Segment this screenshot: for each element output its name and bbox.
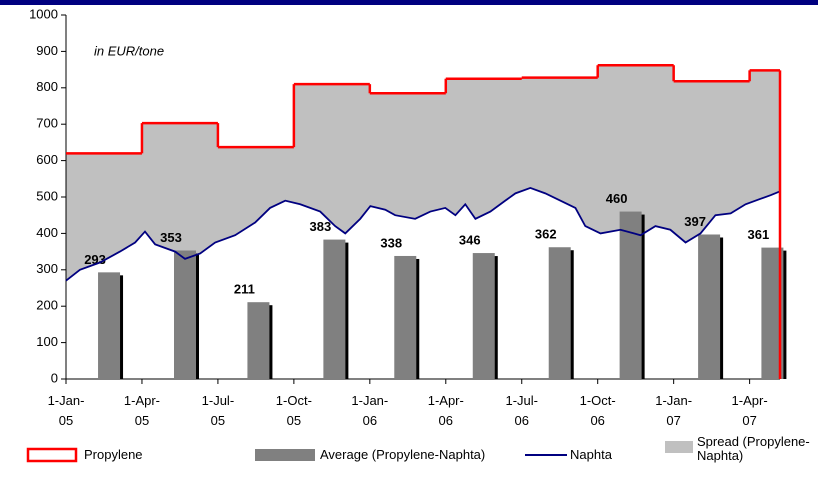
bar-shadow: [493, 256, 498, 379]
bar-value-label: 346: [459, 232, 481, 247]
bar: [98, 272, 121, 379]
bar-shadow: [640, 214, 645, 379]
y-tick-label: 300: [36, 261, 58, 276]
annotation: in EUR/tone: [94, 43, 164, 58]
spread-area: [66, 65, 780, 281]
bar-value-label: 361: [748, 227, 770, 242]
legend-label: Propylene: [84, 447, 143, 462]
legend-label: Average (Propylene-Naphta): [320, 447, 486, 462]
bar-value-label: 338: [380, 235, 402, 250]
y-tick-label: 800: [36, 79, 58, 94]
bar-shadow: [415, 258, 420, 379]
y-tick-label: 200: [36, 298, 58, 313]
y-tick-label: 500: [36, 188, 58, 203]
bar: [174, 250, 196, 379]
bar: [472, 253, 495, 379]
bar-shadow: [569, 250, 574, 379]
bar: [698, 234, 721, 379]
bar: [323, 239, 346, 379]
x-tick-label: 1-Jan-06: [351, 393, 389, 428]
y-tick-label: 400: [36, 225, 58, 240]
bar-shadow: [719, 237, 724, 379]
bar: [761, 247, 784, 379]
naphta-line: [65, 186, 780, 282]
bar-value-label: 362: [535, 227, 557, 242]
bar-shadow: [195, 253, 199, 379]
legend-swatch: [255, 449, 315, 461]
x-tick-label: 1-Jul-05: [201, 393, 235, 428]
bar: [548, 247, 571, 379]
top-bar: [0, 0, 818, 5]
x-tick-label: 1-Oct-06: [579, 393, 616, 428]
x-tick-label: 1-Jan-05: [47, 393, 85, 428]
bar-value-label: 460: [606, 191, 628, 206]
x-tick-label: 1-Jul-06: [505, 393, 538, 428]
x-tick-label: 1-Apr-07: [731, 393, 768, 428]
bar: [394, 255, 417, 379]
y-tick-label: 1000: [29, 6, 58, 21]
bar-value-label: 383: [310, 219, 332, 234]
legend-swatch: [665, 441, 693, 453]
legend-swatch: [26, 447, 78, 463]
x-tick-label: 1-Oct-05: [275, 393, 312, 428]
y-tick-label: 600: [36, 152, 58, 167]
legend-label: Spread (Propylene-Naphta): [697, 434, 810, 463]
x-tick-label: 1-Apr-05: [123, 393, 161, 428]
y-tick-label: 900: [36, 43, 58, 58]
y-tick-label: 0: [51, 370, 58, 385]
bar: [619, 211, 642, 379]
bar-shadow: [119, 275, 124, 379]
bar-value-label: 397: [684, 214, 706, 229]
bar: [247, 302, 270, 379]
bar-shadow: [344, 242, 349, 379]
legend-label: Naphta: [570, 447, 612, 462]
bar-shadow: [268, 305, 273, 379]
y-tick-label: 700: [36, 116, 58, 131]
x-tick-label: 1-Jan-07: [655, 393, 693, 428]
bar-shadow: [782, 250, 787, 379]
y-tick-label: 100: [36, 334, 58, 349]
bar-value-label: 353: [160, 230, 182, 245]
bar-value-label: 211: [234, 282, 255, 297]
x-tick-label: 1-Apr-06: [427, 393, 464, 428]
